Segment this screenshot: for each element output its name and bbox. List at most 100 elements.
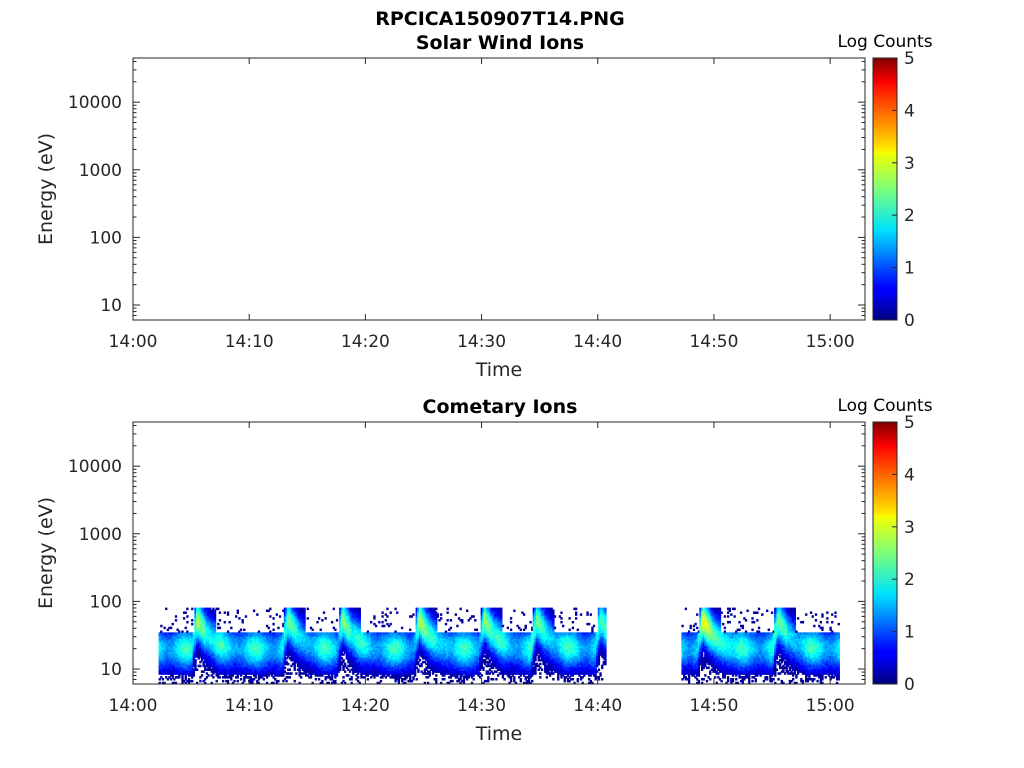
spectrogram-cell bbox=[426, 657, 430, 660]
spectrogram-cell bbox=[202, 664, 205, 668]
spectrogram-cell bbox=[161, 668, 165, 671]
spectrogram-cell bbox=[272, 651, 275, 654]
spectrogram-cell bbox=[230, 657, 233, 660]
spectrogram-cell bbox=[161, 672, 165, 675]
spectrogram-cell bbox=[321, 638, 324, 641]
spectrogram-cell bbox=[423, 647, 427, 651]
spectrogram-cell bbox=[267, 639, 270, 643]
spectrogram-cell bbox=[194, 660, 197, 664]
spectrogram-cell bbox=[182, 617, 186, 620]
spectrogram-cell bbox=[261, 668, 264, 671]
spectrogram-cell bbox=[386, 674, 389, 677]
spectrogram-cell bbox=[270, 662, 274, 666]
spectrogram-cell bbox=[435, 639, 438, 643]
spectrogram-cell bbox=[287, 628, 290, 632]
spectrogram-cell bbox=[200, 632, 204, 635]
spectrogram-cell bbox=[355, 651, 358, 654]
spectrogram-cell bbox=[243, 676, 246, 679]
spectrogram-cell bbox=[275, 660, 279, 664]
spectrogram-cell bbox=[342, 620, 345, 624]
spectrogram-cell bbox=[330, 639, 334, 643]
spectrogram-cell bbox=[348, 649, 352, 652]
spectrogram-cell bbox=[361, 660, 365, 664]
spectrogram-cell bbox=[267, 657, 270, 660]
spectrogram-cell bbox=[361, 651, 365, 654]
spectrogram-cell bbox=[191, 676, 194, 679]
spectrogram-cell bbox=[425, 636, 428, 639]
spectrogram-cell bbox=[181, 630, 184, 633]
spectrogram-cell bbox=[404, 639, 407, 643]
spectrogram-cell bbox=[404, 658, 407, 662]
spectrogram-cell bbox=[300, 634, 303, 637]
spectrogram-cell bbox=[269, 649, 272, 652]
spectrogram-cell bbox=[387, 674, 391, 677]
spectrogram-cell bbox=[363, 666, 366, 670]
spectrogram-cell bbox=[396, 668, 399, 671]
spectrogram-cell bbox=[373, 649, 376, 652]
spectrogram-cell bbox=[324, 632, 327, 635]
spectrogram-cell bbox=[366, 630, 370, 633]
spectrogram-cell bbox=[363, 649, 366, 652]
spectrogram-cell bbox=[222, 658, 225, 662]
spectrogram-cell bbox=[169, 658, 173, 662]
spectrogram-cell bbox=[195, 609, 199, 613]
spectrogram-cell bbox=[238, 617, 241, 620]
spectrogram-cell bbox=[418, 641, 422, 645]
spectrogram-cell bbox=[230, 678, 233, 681]
spectrogram-cell bbox=[251, 670, 254, 673]
spectrogram-cell bbox=[334, 639, 337, 643]
spectrogram-cell bbox=[235, 634, 238, 637]
spectrogram-cell bbox=[160, 638, 163, 641]
spectrogram-cell bbox=[373, 634, 376, 637]
spectrogram-cell bbox=[225, 649, 228, 652]
spectrogram-cell bbox=[236, 651, 239, 654]
spectrogram-cell bbox=[438, 649, 441, 652]
spectrogram-cell bbox=[184, 674, 187, 677]
spectrogram-cell bbox=[295, 630, 298, 633]
spectrogram-cell bbox=[261, 662, 264, 666]
spectrogram-cell bbox=[326, 632, 329, 635]
spectrogram-cell bbox=[262, 632, 265, 635]
spectrogram-cell bbox=[222, 668, 225, 671]
spectrogram-cell bbox=[238, 670, 241, 673]
spectrogram-cell bbox=[335, 649, 339, 652]
spectrogram-cell bbox=[163, 643, 166, 647]
spectrogram-cell bbox=[378, 668, 381, 671]
spectrogram-cell bbox=[431, 622, 435, 626]
spectrogram-cell bbox=[274, 651, 277, 654]
spectrogram-cell bbox=[248, 662, 251, 666]
spectrogram-cell bbox=[340, 662, 344, 666]
spectrogram-cell bbox=[352, 615, 355, 618]
spectrogram-cell bbox=[197, 651, 200, 654]
spectrogram-cell bbox=[243, 653, 246, 656]
spectrogram-cell bbox=[400, 639, 404, 643]
spectrogram-cell bbox=[345, 647, 348, 651]
spectrogram-cell bbox=[265, 666, 269, 670]
spectrogram-cell bbox=[344, 626, 347, 630]
spectrogram-cell bbox=[290, 611, 293, 614]
spectrogram-cell bbox=[264, 674, 267, 677]
spectrogram-cell bbox=[194, 628, 197, 632]
spectrogram-cell bbox=[376, 649, 379, 652]
spectrogram-cell bbox=[160, 662, 163, 666]
spectrogram-cell bbox=[357, 662, 360, 666]
spectrogram-cell bbox=[265, 645, 269, 649]
spectrogram-cell bbox=[335, 638, 339, 641]
spectrogram-cell bbox=[195, 641, 199, 645]
spectrogram-cell bbox=[363, 634, 366, 637]
spectrogram-cell bbox=[417, 636, 420, 639]
spectrogram-cell bbox=[300, 636, 303, 639]
spectrogram-cell bbox=[243, 672, 246, 675]
spectrogram-cell bbox=[384, 641, 387, 645]
spectrogram-cell bbox=[166, 678, 170, 681]
spectrogram-cell bbox=[358, 653, 361, 656]
spectrogram-cell bbox=[197, 611, 200, 614]
spectrogram-cell bbox=[358, 636, 361, 639]
spectrogram-cell bbox=[330, 657, 334, 660]
spectrogram-cell bbox=[399, 657, 402, 660]
spectrogram-cell bbox=[348, 662, 352, 666]
spectrogram-cell bbox=[217, 674, 220, 677]
spectrogram-cell bbox=[366, 678, 370, 681]
spectrogram-cell bbox=[293, 641, 296, 645]
spectrogram-cell bbox=[379, 639, 383, 643]
